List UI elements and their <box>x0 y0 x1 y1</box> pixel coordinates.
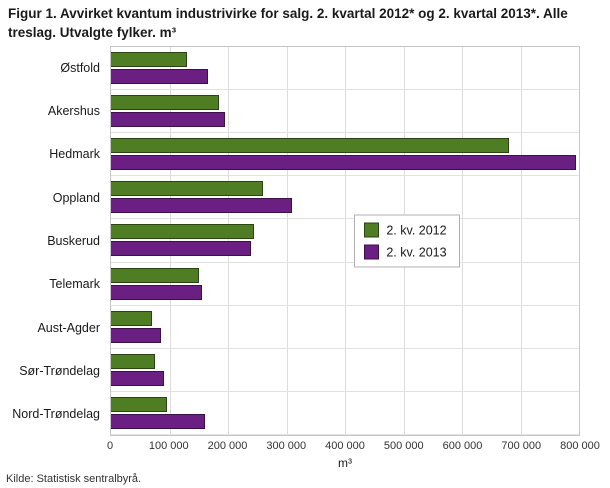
bar-2-kv-2013 <box>111 284 202 300</box>
bar-2-kv-2012 <box>111 138 509 154</box>
gridline <box>228 47 229 435</box>
category-row <box>111 219 579 263</box>
x-axis-ticks: 0 100 000 200 000 300 000 400 000 500 000 600 … <box>106 440 600 454</box>
bar-2-kv-2013 <box>111 198 293 214</box>
bar-2-kv-2012 <box>111 396 167 412</box>
gridline <box>169 47 171 435</box>
x-tick-label: 300 000 <box>266 440 307 452</box>
y-axis-label: Buskerud <box>47 233 100 248</box>
category-row <box>111 133 579 177</box>
x-tick-label: 600 000 <box>442 440 483 452</box>
legend-label: 2. kv. 2013 <box>386 245 447 259</box>
plot-area: 2. kv. 2012 2. kv. 2013 <box>110 46 580 436</box>
x-tick-label: 200 000 <box>207 440 248 452</box>
bar-2-kv-2013 <box>111 112 226 128</box>
category-row <box>111 176 579 220</box>
category-row <box>111 306 579 349</box>
gridline <box>462 47 463 435</box>
gridline <box>345 47 346 435</box>
bar-2-kv-2013 <box>111 155 577 171</box>
legend-swatch <box>364 222 380 238</box>
y-axis-label: Akershus <box>47 103 100 118</box>
category-row <box>111 392 579 435</box>
x-tick-label: 100 000 <box>148 440 189 452</box>
x-axis-title: m³ <box>338 456 352 470</box>
y-axis-label: Telemark <box>49 277 100 292</box>
chart-title: Figur 1. Avvirket kvantum industrivirke … <box>8 6 568 40</box>
bar-2-kv-2012 <box>111 353 155 369</box>
y-axis-label: Aust-Agder <box>37 320 100 335</box>
y-axis-label: Nord-Trøndelag <box>12 407 100 422</box>
x-tick-label: 0 <box>106 440 114 452</box>
x-tick-label: 700 000 <box>501 440 542 452</box>
y-axis-label: Hedmark <box>49 147 100 162</box>
x-tick-label: 800 000 <box>560 440 600 452</box>
category-row <box>111 90 579 134</box>
bar-2-kv-2012 <box>111 95 220 111</box>
bar-2-kv-2013 <box>111 327 161 343</box>
chart-area: Østfold Akershus Hedmark Oppland Buskerud Tel… <box>8 46 580 436</box>
y-axis-label: Sør-Trøndelag <box>19 363 100 378</box>
bar-2-kv-2012 <box>111 310 152 326</box>
x-tick-label: 400 000 <box>325 440 365 452</box>
y-axis-label: Østfold <box>60 60 100 75</box>
gridline <box>520 47 522 435</box>
category-row <box>111 349 579 392</box>
legend-item: 2. kv. 2012 <box>364 222 447 238</box>
y-axis: Østfold Akershus Hedmark Oppland Buskerud Tel… <box>8 46 110 436</box>
bar-2-kv-2013 <box>111 413 205 429</box>
category-row <box>111 47 579 91</box>
bar-2-kv-2013 <box>111 69 208 85</box>
legend-label: 2. kv. 2012 <box>386 223 447 237</box>
legend-swatch <box>364 244 380 260</box>
bar-2-kv-2013 <box>111 241 252 257</box>
x-tick-label: 500 000 <box>383 440 424 452</box>
legend: 2. kv. 2012 2. kv. 2013 <box>354 214 460 268</box>
y-axis-label: Oppland <box>52 190 100 205</box>
bar-2-kv-2013 <box>111 370 164 386</box>
bar-2-kv-2012 <box>111 181 264 197</box>
bar-2-kv-2012 <box>111 224 255 240</box>
legend-item: 2. kv. 2013 <box>364 244 447 260</box>
source-note: Kilde: Statistisk sentralbyrå. <box>6 473 142 485</box>
bar-2-kv-2012 <box>111 52 188 68</box>
category-row <box>111 263 579 306</box>
bar-2-kv-2012 <box>111 267 199 283</box>
gridline <box>286 47 288 435</box>
